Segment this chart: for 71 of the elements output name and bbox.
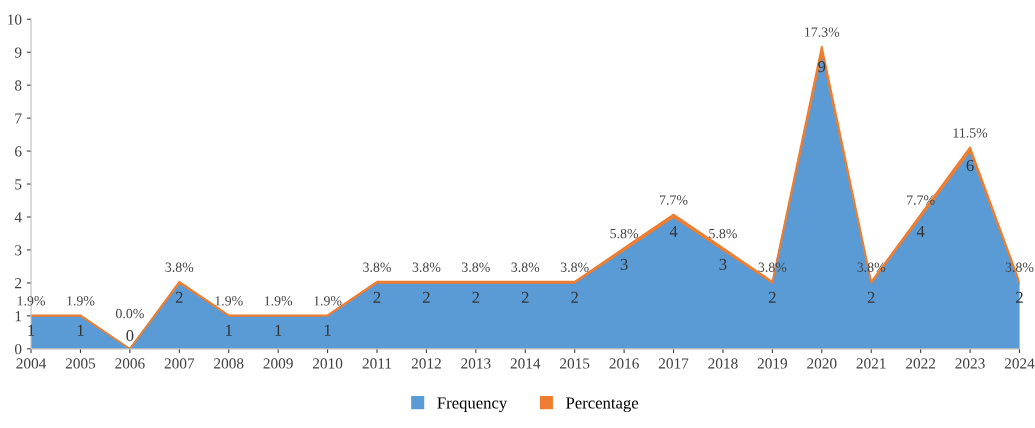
data-label: 5.8% xyxy=(610,228,639,239)
x-tick-label: 2005 xyxy=(65,358,96,369)
data-label: 3.8% xyxy=(560,262,589,272)
data-label: 1 xyxy=(226,324,232,336)
x-tick-label: 2024 xyxy=(1004,358,1035,369)
x-tick-label: 2012 xyxy=(411,358,441,369)
data-label: 2 xyxy=(1016,291,1023,303)
y-tick-label: 9 xyxy=(14,47,22,58)
data-label: 4 xyxy=(669,225,678,237)
y-tick-label: 6 xyxy=(15,146,22,157)
data-label: 4 xyxy=(916,225,925,237)
x-tick-label: 2014 xyxy=(510,358,541,369)
data-label: 2 xyxy=(867,291,875,303)
data-label: 11.5% xyxy=(953,128,988,138)
data-label: 2 xyxy=(175,291,183,303)
x-tick-label: 2017 xyxy=(658,358,689,369)
data-label: 1 xyxy=(324,324,331,336)
y-tick-label: 2 xyxy=(15,278,22,289)
x-tick-label: 2004 xyxy=(16,358,47,369)
x-tick-label: 2008 xyxy=(214,358,244,369)
x-tick-label: 2021 xyxy=(856,358,886,369)
data-label: 3 xyxy=(719,258,727,271)
data-label: 1 xyxy=(77,324,84,336)
data-label: 2 xyxy=(521,291,529,303)
x-tick-label: 2007 xyxy=(164,358,195,369)
data-label: 17.3% xyxy=(805,27,840,37)
legend-label: Frequency xyxy=(437,397,508,413)
data-label: 2 xyxy=(422,291,430,303)
y-tick-label: 0 xyxy=(14,343,22,355)
data-label: 1 xyxy=(275,324,282,336)
data-label: 3.8% xyxy=(412,262,441,272)
data-label: 1.9% xyxy=(264,296,293,306)
data-label: 1.9% xyxy=(215,296,243,306)
y-tick-label: 3 xyxy=(15,245,22,256)
x-tick-label: 2023 xyxy=(955,358,985,369)
x-tick-label: 2006 xyxy=(115,358,145,369)
y-tick-label: 8 xyxy=(14,80,22,91)
x-tick-label: 2019 xyxy=(757,358,788,369)
x-tick-label: 2011 xyxy=(362,358,392,369)
data-label: 0 xyxy=(126,330,134,342)
x-tick-label: 2018 xyxy=(708,358,738,369)
x-tick-label: 2013 xyxy=(461,358,491,369)
data-label: 3.8% xyxy=(462,262,490,272)
legend-label: Percentage xyxy=(566,397,639,413)
data-label: 1.9% xyxy=(17,296,46,306)
y-tick-label: 1 xyxy=(15,311,22,322)
data-label: 6 xyxy=(966,159,974,172)
data-label: 1.9% xyxy=(314,296,342,306)
data-label: 7.7% xyxy=(659,195,688,205)
y-tick-label: 4 xyxy=(14,212,22,223)
data-label: 3.8% xyxy=(165,262,194,272)
data-label: 3 xyxy=(620,258,628,271)
x-tick-label: 2015 xyxy=(560,358,590,369)
data-label: 0.0% xyxy=(115,308,144,319)
data-label: 2 xyxy=(373,291,381,303)
x-tick-label: 2022 xyxy=(906,358,936,369)
data-label: 1.9% xyxy=(67,296,95,306)
x-tick-label: 2009 xyxy=(263,358,293,369)
y-tick-label: 7 xyxy=(15,113,22,124)
data-label: 3.8% xyxy=(857,262,886,272)
x-tick-label: 2016 xyxy=(609,358,639,369)
y-tick-label: 5 xyxy=(15,179,22,190)
data-label: 3.8% xyxy=(363,262,391,272)
data-label: 5.8% xyxy=(709,228,737,239)
data-label: 2 xyxy=(472,291,480,303)
x-tick-label: 2010 xyxy=(312,358,343,369)
x-tick-label: 2020 xyxy=(807,358,837,369)
data-label: 2 xyxy=(768,291,776,303)
y-tick-label: 10 xyxy=(8,14,22,25)
data-label: 2 xyxy=(571,291,578,303)
data-label: 3.8% xyxy=(511,262,540,272)
